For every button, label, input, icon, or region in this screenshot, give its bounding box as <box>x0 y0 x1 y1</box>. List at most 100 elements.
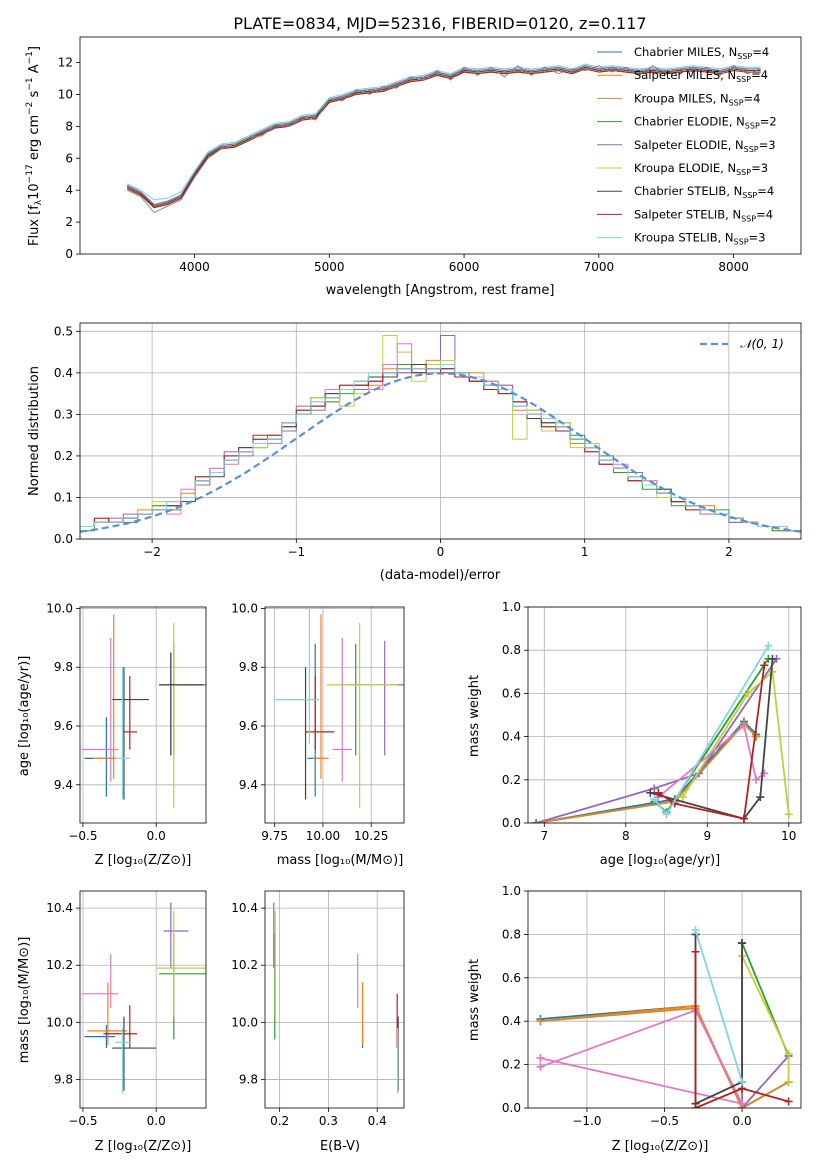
y-tick-label: 0.4 <box>502 1014 521 1028</box>
y-tick-label: 10.0 <box>46 1015 73 1029</box>
weight-marker <box>738 1099 747 1108</box>
legend-subscript: SSP <box>734 238 749 247</box>
y-tick-label: 0.2 <box>502 1058 521 1072</box>
mass-ebv-xlabel: E(B-V) <box>320 1139 360 1154</box>
x-tick-label: 8 <box>622 829 630 843</box>
y-tick-label: 0.4 <box>502 730 521 744</box>
mass-vs-z-panel: −0.5 0.0 9.8 10.0 10.2 10.4 <box>46 890 207 1128</box>
legend-label: Kroupa STELIB, NSSP=3 <box>634 231 765 247</box>
y-tick-label: 0.0 <box>502 816 521 830</box>
histogram-legend: 𝒩(0, 1) <box>700 337 784 351</box>
axes-frame <box>79 890 207 1109</box>
y-tick-label: 9.8 <box>54 660 73 674</box>
weight-marker <box>752 732 761 741</box>
legend-value: =4 <box>752 45 769 59</box>
age-mass-xlabel: mass [log₁₀(M/M⊙)] <box>277 853 404 868</box>
age-z-ylabel: age [log₁₀(age/yr)] <box>17 656 32 777</box>
mass-z-ylabel: mass [log₁₀(M/M⊙)] <box>17 937 32 1064</box>
weight-marker <box>764 641 773 650</box>
spectrum-series-line <box>126 68 761 209</box>
y-tick-label: 4 <box>65 183 73 197</box>
weight-marker <box>536 1062 545 1071</box>
x-tick-label: 7000 <box>584 260 615 274</box>
weight-marker <box>768 654 777 663</box>
y-tick-label: 10.0 <box>231 601 258 615</box>
weight-z-xlabel: Z [log₁₀(Z/Z⊙)] <box>612 1139 709 1154</box>
errorbar-plot-area <box>273 902 399 1094</box>
weight-marker <box>739 814 748 823</box>
spectrum-legend: Chabrier MILES, NSSP=4 Salpeter MILES, NS… <box>597 45 777 247</box>
weight-marker <box>752 775 761 784</box>
x-tick-label: 10 <box>781 829 796 843</box>
residual-histogram-panel: −2 −1 0 1 2 0.0 0.1 0.2 0.3 0.4 0.5 <box>54 322 802 559</box>
x-tick-label: 7 <box>540 829 548 843</box>
mass-z-xlabel: Z [log₁₀(Z/Z⊙)] <box>95 1139 192 1154</box>
x-tick-label: 10.00 <box>306 829 340 843</box>
legend-subscript: SSP <box>744 145 759 154</box>
legend-subscript: SSP <box>736 168 751 177</box>
weight-marker <box>532 819 541 823</box>
weight-marker <box>654 788 663 797</box>
x-tick-label: −0.5 <box>68 829 97 843</box>
legend-label: Chabrier ELODIE, NSSP=2 <box>634 115 777 131</box>
y-tick-label: 6 <box>65 151 73 165</box>
weight-series-line <box>694 951 789 1108</box>
axes-frame <box>79 36 802 255</box>
legend-value: =3 <box>749 231 766 245</box>
weight-marker <box>738 1077 747 1086</box>
y-tick-label: 12 <box>58 56 73 70</box>
errorbar-plot-area <box>81 902 206 1094</box>
y-tick-label: 0.8 <box>502 927 521 941</box>
weight-marker <box>650 784 659 793</box>
x-tick-label: 9.75 <box>261 829 288 843</box>
y-tick-label: 0.1 <box>54 490 73 504</box>
weight-marker <box>738 939 747 948</box>
legend-label: Chabrier MILES, NSSP=4 <box>634 45 769 61</box>
mass-vs-ebv-panel: 0.2 0.3 0.4 9.8 10.0 10.2 10.4 <box>231 890 405 1128</box>
legend-subscript: SSP <box>742 191 757 200</box>
weight-marker <box>784 810 793 819</box>
y-tick-label: 0.5 <box>54 324 73 338</box>
weight-series-line <box>657 665 766 820</box>
y-tick-label: 0.2 <box>54 449 73 463</box>
y-tick-label: 9.4 <box>239 778 258 792</box>
weight-series-line <box>682 669 790 815</box>
x-tick-label: −1.0 <box>572 1114 601 1128</box>
axes-frame <box>264 890 405 1109</box>
y-tick-label: 0 <box>65 247 73 261</box>
x-tick-label: −1 <box>287 545 305 559</box>
y-tick-label: 10.0 <box>46 601 73 615</box>
y-tick-label: 0.2 <box>502 773 521 787</box>
legend-value: =4 <box>757 184 774 198</box>
y-tick-label: 0.6 <box>502 686 521 700</box>
x-tick-label: 0.4 <box>368 1114 387 1128</box>
x-tick-label: 10.25 <box>354 829 388 843</box>
age-z-xlabel: Z [log₁₀(Z/Z⊙)] <box>95 853 192 868</box>
y-tick-label: 8 <box>65 119 73 133</box>
weight-series-line <box>649 658 774 820</box>
weight-marker <box>536 1054 545 1063</box>
y-tick-label: 10.4 <box>46 901 73 915</box>
spectrum-title: PLATE=0834, MJD=52316, FIBERID=0120, z=0… <box>233 14 646 33</box>
gridlines <box>80 891 206 1108</box>
gridlines <box>265 891 404 1108</box>
axes-frame <box>527 606 802 824</box>
axes-frame <box>79 606 207 824</box>
x-tick-label: −2 <box>143 545 161 559</box>
y-tick-label: 1.0 <box>502 884 521 898</box>
y-tick-label: 10.4 <box>231 901 258 915</box>
x-tick-label: 0.0 <box>733 1114 752 1128</box>
weight-plot-area <box>536 926 793 1108</box>
y-tick-label: 9.4 <box>54 778 73 792</box>
legend-label: Kroupa ELODIE, NSSP=3 <box>634 161 768 177</box>
weight-series-line <box>694 929 743 1083</box>
mass-weight-vs-z-panel: −1.0 −0.5 0.0 0.0 0.2 0.4 0.6 0.8 1.0 <box>502 884 802 1128</box>
x-tick-label: 5000 <box>314 260 345 274</box>
x-tick-label: 2 <box>725 545 733 559</box>
weight-age-xlabel: age [log₁₀(age/yr)] <box>600 853 721 868</box>
y-tick-label: 10 <box>58 87 73 101</box>
legend-label: Salpeter STELIB, NSSP=4 <box>634 207 773 223</box>
gridlines <box>265 607 404 823</box>
axes-frame <box>264 606 405 824</box>
errorbar-plot-area <box>274 608 404 809</box>
